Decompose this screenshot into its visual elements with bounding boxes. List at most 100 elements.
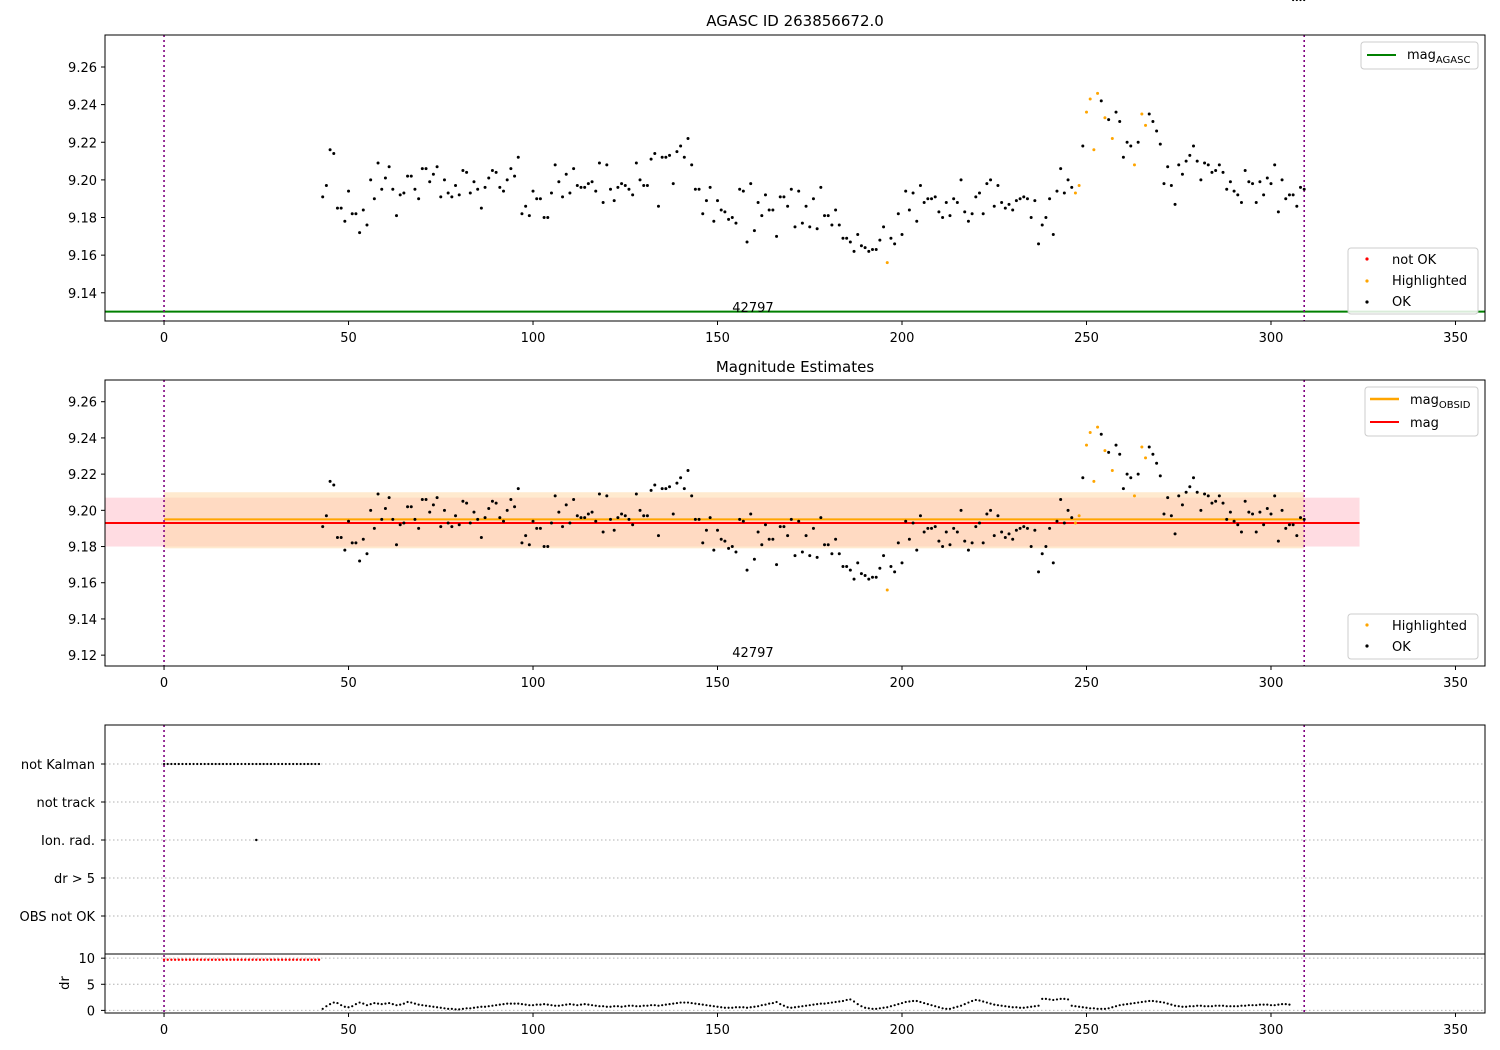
dr-point	[450, 1007, 453, 1010]
ok-point	[723, 539, 727, 543]
x-tick-label: 0	[160, 676, 168, 691]
ok-point	[465, 170, 469, 174]
dr-not-ok-point	[255, 958, 258, 961]
dr-point	[875, 1007, 878, 1010]
y-tick-label: 9.16	[68, 249, 97, 264]
highlighted-point	[1103, 449, 1107, 453]
ok-point	[1247, 510, 1251, 514]
ok-point	[859, 244, 863, 248]
ok-point	[786, 534, 790, 538]
dr-point	[712, 1005, 715, 1008]
ok-point	[350, 541, 354, 545]
dr-point	[1011, 1006, 1014, 1009]
dr-not-ok-point	[266, 958, 269, 961]
dr-not-ok-point	[199, 958, 203, 961]
ok-point	[461, 168, 465, 172]
ok-point	[826, 543, 830, 547]
not-kalman-point	[273, 762, 276, 766]
ok-point	[1203, 161, 1207, 165]
ok-point	[712, 219, 716, 223]
ok-point	[583, 185, 587, 189]
magnitude-estimates-obsid-annotation: 42797	[732, 646, 773, 661]
ok-point	[527, 543, 531, 547]
dr-point	[579, 1003, 583, 1006]
ok-point	[649, 488, 653, 492]
dr-point	[742, 1006, 745, 1009]
dr-not-ok-point	[280, 958, 284, 961]
ok-point	[996, 184, 1000, 188]
ok-point	[811, 197, 815, 201]
agasc-panel-title: AGASC ID 263856672.0	[706, 12, 884, 30]
ok-point	[907, 208, 911, 212]
dr-not-ok-point	[162, 958, 166, 961]
ok-point	[1276, 539, 1280, 543]
ok-point	[513, 505, 517, 509]
ok-point	[358, 559, 362, 563]
ok-point	[1192, 144, 1196, 148]
ok-point	[1121, 155, 1125, 159]
ok-point	[767, 537, 771, 541]
ok-point	[811, 526, 815, 530]
agasc-panel: AGASC ID 263856672.0 0 50 100 150 200 250 300 3…	[68, 12, 1486, 346]
ok-point	[1129, 144, 1133, 148]
dr-point	[483, 1005, 487, 1008]
ok-point	[852, 577, 856, 581]
ok-point	[668, 153, 672, 157]
ok-point	[977, 191, 981, 195]
dr-point	[373, 1001, 376, 1005]
not-kalman-point	[281, 762, 284, 766]
dr-point	[520, 1003, 524, 1006]
dr-point	[1078, 1005, 1081, 1008]
ok-point	[911, 191, 915, 195]
dr-not-ok-point	[244, 958, 247, 961]
ok-point	[1037, 242, 1041, 246]
ok-point	[1210, 501, 1214, 505]
ok-point	[620, 182, 624, 186]
x-tick-label: 150	[705, 676, 730, 691]
dr-point	[793, 1006, 797, 1009]
y-tick-label: 9.22	[68, 136, 97, 151]
ok-point	[321, 525, 325, 529]
ok-point	[656, 534, 660, 538]
ok-point	[1214, 168, 1218, 172]
ok-point	[461, 499, 465, 503]
ok-point	[815, 227, 819, 231]
dr-point	[757, 1005, 760, 1008]
ok-point	[590, 180, 594, 184]
dr-point	[454, 1008, 457, 1011]
ok-point	[834, 208, 838, 212]
dr-point	[727, 1006, 730, 1009]
ok-point	[1070, 185, 1074, 189]
ok-point	[1217, 494, 1221, 498]
ok-point	[723, 210, 727, 214]
dr-point	[362, 1002, 365, 1005]
ok-point	[1291, 193, 1295, 197]
ok-point	[841, 236, 845, 240]
dr-point	[550, 1004, 553, 1007]
ok-point	[771, 208, 775, 212]
ok-point	[1199, 508, 1203, 512]
dr-point	[985, 1001, 988, 1004]
magnitude-lower-legend-box	[1347, 613, 1479, 660]
dr-point	[347, 1006, 350, 1009]
ok-point	[664, 155, 668, 159]
ok-point	[413, 187, 417, 191]
ok-point	[446, 191, 450, 195]
ok-point	[343, 548, 347, 552]
not-kalman-point	[247, 762, 251, 766]
ok-point	[800, 221, 804, 225]
dr-point	[1100, 1007, 1103, 1010]
dr-point	[923, 1001, 926, 1005]
ok-point	[1059, 497, 1063, 501]
ok-point	[420, 497, 424, 501]
ok-point	[952, 197, 956, 201]
dr-point	[376, 1002, 380, 1005]
ok-point	[1048, 526, 1052, 530]
not-kalman-point	[210, 762, 214, 766]
dr-point	[1048, 998, 1051, 1001]
dr-point	[336, 1001, 339, 1005]
ok-point	[1299, 185, 1303, 189]
ok-point	[893, 570, 897, 574]
ok-point	[586, 512, 590, 516]
ok-point	[734, 550, 738, 554]
